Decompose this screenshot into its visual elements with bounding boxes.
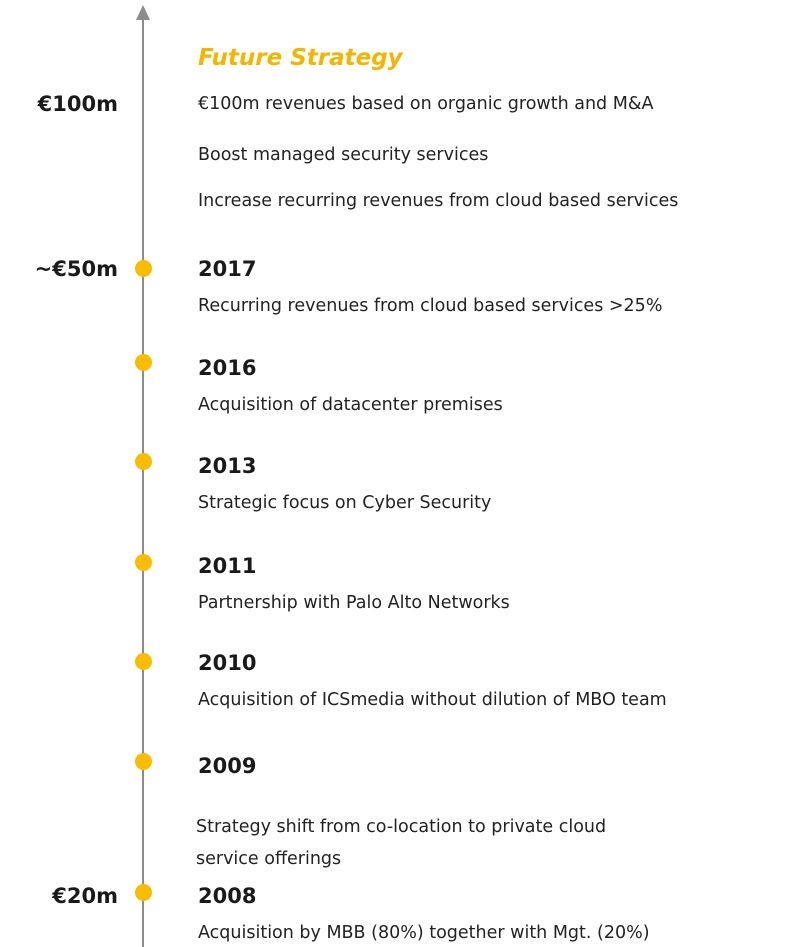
strategy-item: Boost managed security services: [198, 145, 489, 165]
timeline-dot: [135, 354, 152, 371]
future-title: Future Strategy: [198, 45, 403, 71]
milestone-label: €100m: [37, 92, 118, 116]
timeline-dot: [135, 554, 152, 571]
timeline-dot: [135, 653, 152, 670]
event-year: 2016: [198, 356, 257, 380]
event-year: 2009: [198, 754, 257, 778]
timeline-dot: [135, 260, 152, 277]
event-description: Strategic focus on Cyber Security: [198, 493, 492, 513]
event-description: Acquisition of datacenter premises: [198, 395, 503, 415]
strategy-item: €100m revenues based on organic growth a…: [198, 94, 654, 114]
event-year: 2013: [198, 454, 257, 478]
event-description: Strategy shift from co-location to priva…: [196, 817, 607, 837]
event-year: 2010: [198, 651, 257, 675]
event-description: Recurring revenues from cloud based serv…: [198, 296, 663, 316]
event-description: Acquisition by MBB (80%) together with M…: [198, 923, 650, 943]
event-description: service offerings: [196, 849, 342, 869]
event-description: Acquisition of ICSmedia without dilution…: [198, 690, 667, 710]
milestone-label: ~€50m: [34, 257, 118, 281]
timeline-dot: [135, 884, 152, 901]
timeline-dot: [135, 453, 152, 470]
milestone-label: €20m: [52, 884, 118, 908]
event-description: Partnership with Palo Alto Networks: [198, 593, 510, 613]
event-year: 2008: [198, 884, 257, 908]
event-year: 2017: [198, 257, 257, 281]
event-year: 2011: [198, 554, 257, 578]
strategy-item: Increase recurring revenues from cloud b…: [198, 191, 679, 211]
timeline-dot: [135, 753, 152, 770]
timeline-arrow: [136, 5, 150, 20]
